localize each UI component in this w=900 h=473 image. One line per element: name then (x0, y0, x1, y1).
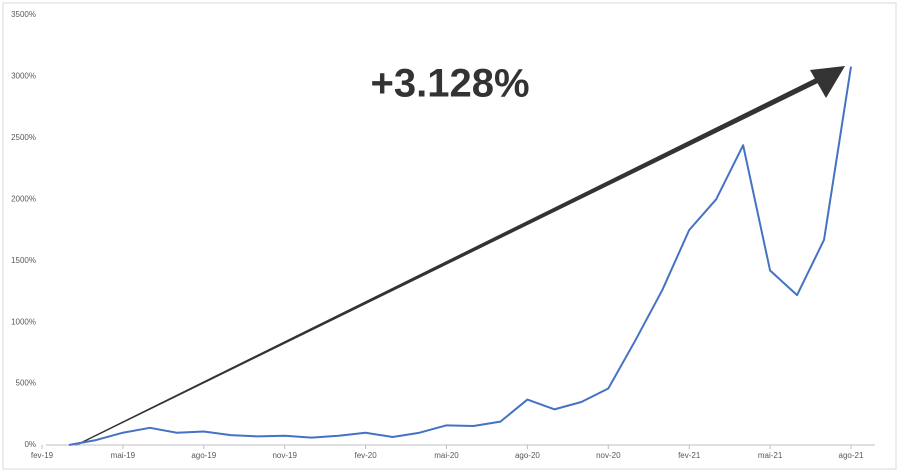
y-tick-label: 3000% (11, 72, 36, 81)
x-tick-label: fev-21 (678, 451, 701, 460)
x-tick-label: mai-19 (111, 451, 136, 460)
x-tick-label: ago-19 (191, 451, 216, 460)
x-tick-label: nov-19 (272, 451, 297, 460)
x-tick-label: mai-21 (758, 451, 783, 460)
arrow-head (810, 66, 845, 98)
x-tick-label: fev-19 (31, 451, 54, 460)
x-tick-label: mai-20 (434, 451, 459, 460)
x-tick-label: nov-20 (596, 451, 621, 460)
y-tick-label: 500% (16, 379, 36, 388)
annotation: +3.128% (370, 62, 529, 106)
x-tick-label: ago-21 (839, 451, 864, 460)
y-tick-label: 3500% (11, 10, 36, 19)
y-tick-label: 2500% (11, 133, 36, 142)
x-tick-label: ago-20 (515, 451, 540, 460)
y-tick-label: 1500% (11, 256, 36, 265)
data-line (68, 66, 852, 446)
y-tick-label: 1000% (11, 317, 36, 326)
y-tick-label: 2000% (11, 194, 36, 203)
x-tick-label: fev-20 (354, 451, 377, 460)
trend-arrow (75, 76, 822, 446)
y-tick-label: 0% (24, 440, 36, 449)
